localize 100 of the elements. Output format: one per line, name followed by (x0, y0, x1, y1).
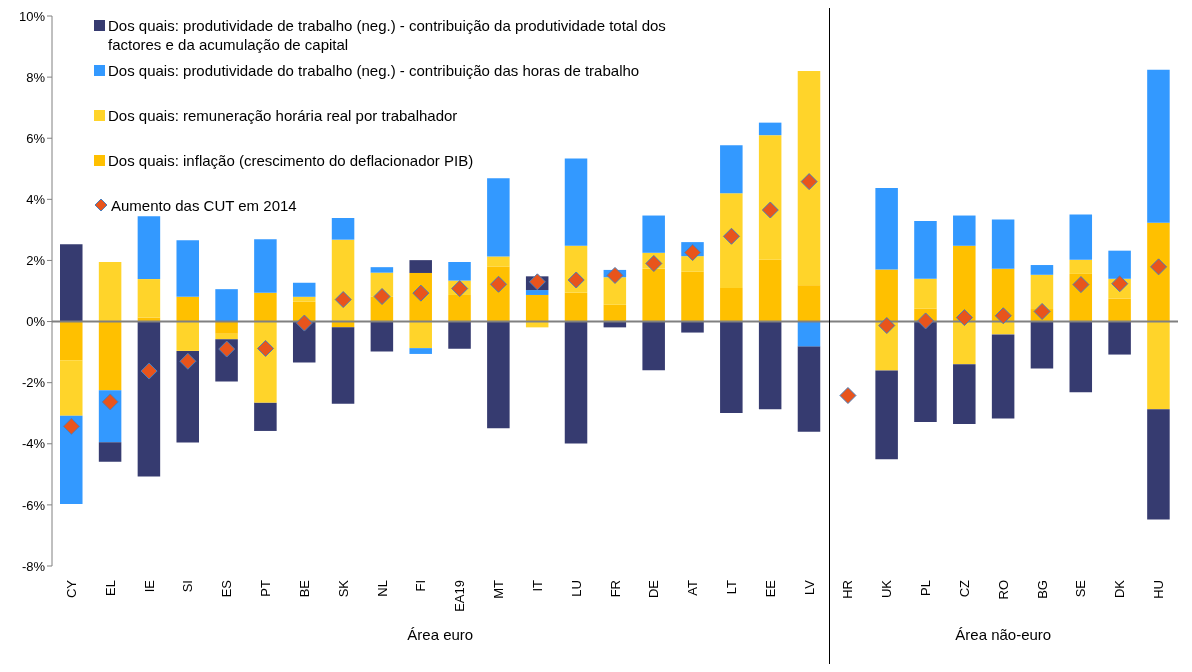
bar (681, 256, 704, 272)
bar (914, 221, 937, 279)
bar (1069, 259, 1093, 274)
bar (409, 321, 432, 349)
bar (254, 321, 277, 403)
x-tick-label: IE (141, 579, 157, 593)
bar (1069, 214, 1093, 260)
bar (991, 219, 1015, 269)
bar (137, 279, 161, 318)
x-tick-label: SE (1073, 579, 1089, 598)
point (101, 393, 119, 411)
bar (1108, 250, 1131, 279)
x-tick-label: BE (296, 579, 312, 598)
bar (1147, 409, 1170, 520)
bar (60, 321, 83, 361)
bar (254, 402, 277, 431)
bar (953, 215, 976, 246)
point (1150, 258, 1168, 276)
bar (1108, 321, 1131, 355)
bar (1069, 321, 1093, 393)
x-tick-label: LT (723, 579, 739, 595)
bar (953, 321, 976, 365)
bar (487, 256, 510, 267)
y-tick-label: 2% (26, 253, 46, 269)
bar (98, 442, 122, 462)
y-tick-label: -8% (21, 558, 46, 574)
y-tick-label: 8% (26, 69, 46, 85)
point (955, 309, 973, 327)
bar (331, 239, 355, 322)
point (1033, 302, 1051, 320)
x-tick-label: MT (491, 579, 507, 599)
bar (603, 304, 627, 322)
point (218, 340, 236, 358)
x-tick-label: UK (879, 579, 895, 599)
x-tick-label: LU (568, 580, 584, 597)
x-tick-label: EE (762, 579, 778, 598)
point (800, 173, 818, 191)
y-tick-label: 0% (26, 314, 46, 330)
bar (409, 348, 432, 354)
bar (720, 193, 743, 288)
x-tick-label: EL (102, 580, 118, 596)
bar (176, 296, 199, 322)
x-tick-label: PT (258, 579, 274, 597)
bar (98, 321, 122, 391)
x-tick-label: DK (1112, 579, 1128, 599)
bar (681, 271, 704, 322)
x-tick-label: RO (995, 580, 1011, 600)
bar (1030, 321, 1054, 369)
x-tick-label: IT (529, 579, 545, 592)
x-tick-label: BG (1034, 580, 1050, 599)
bar (564, 158, 588, 246)
x-tick-label: CZ (956, 579, 972, 598)
bar (914, 321, 937, 423)
bar (642, 215, 665, 253)
x-tick-label: DE (646, 579, 662, 599)
bar (681, 321, 704, 333)
x-tick-label: NL (374, 580, 390, 597)
text: Área não-euro (955, 626, 1052, 643)
point (878, 317, 896, 335)
bar (797, 346, 821, 432)
x-tick-label: SK (335, 579, 351, 598)
bar (448, 294, 471, 322)
point (179, 352, 197, 370)
bar (797, 71, 821, 286)
bar (564, 292, 588, 322)
legend-label: Dos quais: remuneração horária real por trabalhador (108, 106, 458, 126)
bar (215, 333, 238, 340)
point (1072, 276, 1090, 294)
bar (448, 321, 471, 349)
y-tick-label: 4% (26, 191, 46, 207)
bar (60, 244, 83, 322)
bar (758, 259, 782, 322)
bar (137, 216, 161, 280)
bar (797, 285, 821, 322)
bar (720, 145, 743, 194)
x-tick-label: LV (801, 579, 817, 595)
x-tick-label: CY (63, 579, 79, 599)
point (917, 312, 935, 330)
bar (758, 135, 782, 260)
legend-label: Dos quais: inflação (crescimento do deflacionador PIB) (108, 151, 474, 171)
point (722, 227, 740, 245)
bar (370, 267, 394, 273)
bar (1030, 265, 1054, 275)
bar (215, 321, 238, 334)
bar (564, 321, 588, 444)
point (839, 387, 857, 404)
bar (875, 370, 898, 460)
bar (642, 321, 665, 371)
x-tick-label: SI (180, 580, 196, 593)
bar (176, 321, 199, 351)
bar (137, 321, 161, 477)
point (62, 417, 80, 435)
bar (448, 261, 471, 281)
bar (525, 290, 549, 295)
bar (215, 289, 238, 322)
x-tick-label: EA19 (452, 580, 468, 612)
point (140, 362, 158, 380)
text: Área euro (407, 626, 474, 643)
point (994, 307, 1012, 325)
point (490, 275, 508, 293)
